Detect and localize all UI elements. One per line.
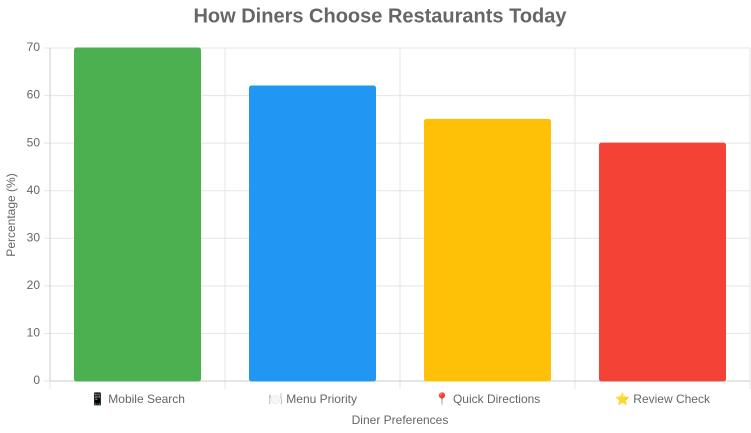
- y-tick-label: 20: [27, 278, 41, 292]
- x-tick-label: 📱 Mobile Search: [90, 392, 185, 406]
- bar: [74, 47, 201, 382]
- x-tick-label: 🍽️ Menu Priority: [268, 392, 357, 406]
- y-tick-label: 50: [27, 135, 41, 149]
- y-tick-label: 70: [27, 40, 41, 54]
- x-tick-label: ⭐ Review Check: [615, 392, 711, 406]
- bar: [599, 142, 726, 382]
- x-axis-title: Diner Preferences: [352, 413, 449, 427]
- bar: [249, 85, 376, 382]
- y-tick-label: 30: [27, 230, 41, 244]
- y-tick-label: 40: [27, 183, 41, 197]
- chart-title: How Diners Choose Restaurants Today: [193, 5, 567, 27]
- x-tick-label: 📍 Quick Directions: [435, 392, 541, 406]
- bar: [424, 118, 551, 382]
- y-tick-label: 10: [27, 326, 41, 340]
- y-axis-title: Percentage (%): [4, 173, 18, 256]
- y-tick-label: 0: [33, 373, 40, 387]
- y-tick-label: 60: [27, 88, 41, 102]
